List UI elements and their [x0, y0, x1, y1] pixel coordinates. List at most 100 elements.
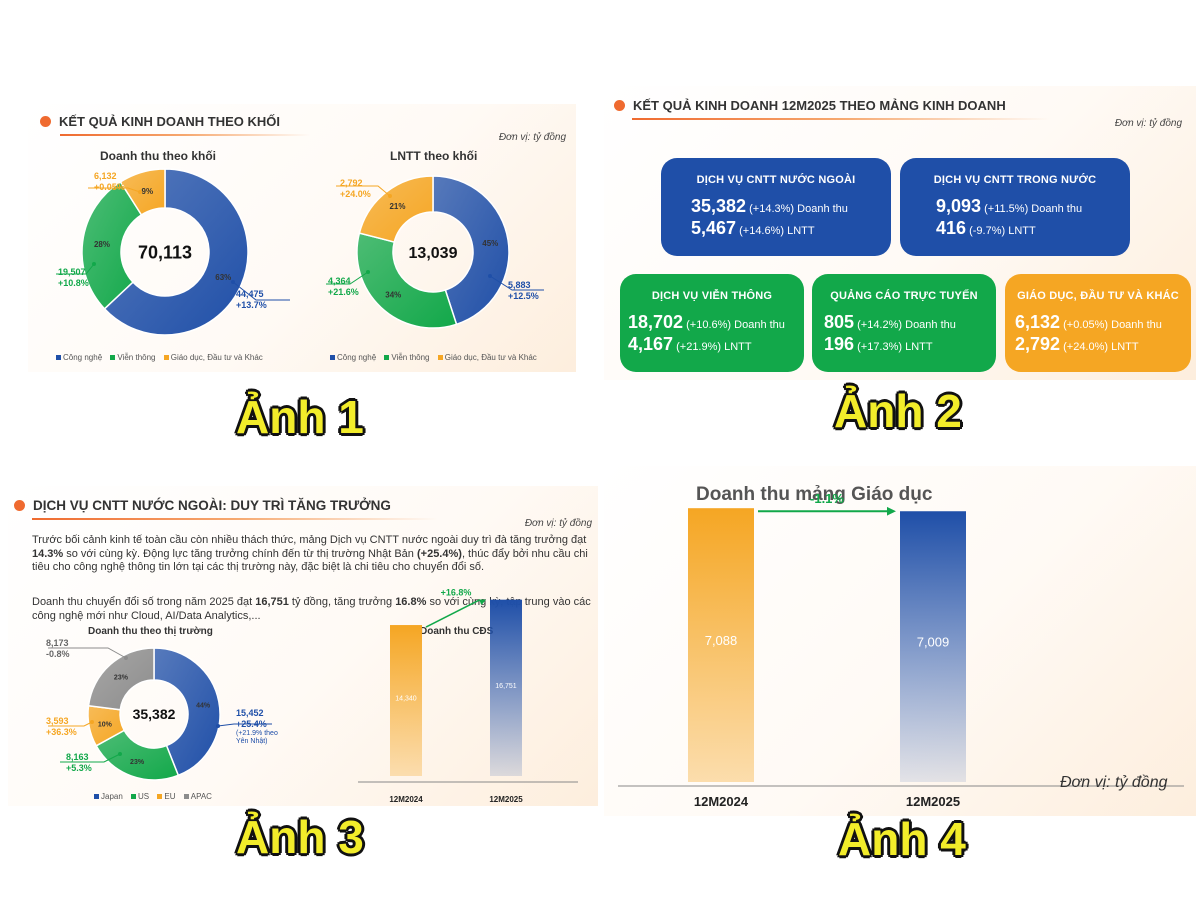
donut1-title: Doanh thu theo khối [100, 149, 216, 163]
slice-label-0: 45% [482, 239, 498, 248]
leader-dot [388, 194, 392, 198]
donut-profit-by-segment: 45% 34% 21% 13,039 [326, 175, 544, 329]
leader-line [88, 187, 141, 193]
slice-label-1: 34% [385, 290, 401, 299]
donut-slice-2 [119, 168, 166, 216]
leader-dot [90, 720, 94, 724]
leader-dot [366, 270, 370, 274]
donut-slice-3 [87, 647, 155, 711]
card-telecom: DỊCH VỤ VIỄN THÔNG 18,702 (+10.6%) Doanh… [620, 274, 804, 372]
donut-slice-2 [358, 175, 434, 243]
panel-education-revenue: Doanh thu mảng Giáo dục 7,088 12M2024 7,00… [604, 466, 1196, 816]
panel2-title: KẾT QUẢ KINH DOANH 12M2025 THEO MẢNG KIN… [614, 98, 1006, 113]
growth-arrow-head [886, 506, 896, 516]
donut-slice-0 [103, 168, 249, 336]
anno-d1-edu: 6,132 +0.05% [94, 171, 125, 192]
slice-label-0: 63% [215, 273, 231, 282]
bar-12M2024 [688, 508, 754, 782]
panel1-unit: Đơn vị: tỷ đồng [498, 132, 566, 143]
bar-chart-digital-transformation-revenue: 14,340 12M2024 16,751 12M2025 +16.8% [358, 588, 578, 804]
slice-label-2: 10% [98, 721, 113, 728]
anno-d3-japan: 15,452 +25.4% (+21.9% theo Yên Nhật) [236, 708, 278, 745]
panel-results-by-business-line: KẾT QUẢ KINH DOANH 12M2025 THEO MẢNG KIN… [604, 86, 1196, 380]
leader-line [60, 753, 121, 763]
caption-image-4: Ảnh 4 [838, 813, 966, 865]
leader-line [217, 723, 272, 727]
leader-line [56, 263, 95, 275]
legend-donut1: Công nghệ Viễn thông Giáo dục, Đầu tư và… [50, 353, 263, 362]
bar-category-label: 12M2025 [906, 794, 960, 809]
panel-overseas-it-growth: DỊCH VỤ CNTT NƯỚC NGOÀI: DUY TRÌ TĂNG TR… [8, 486, 598, 806]
paragraph-overseas-growth: Trước bối cảnh kinh tế toàn cầu còn nhiề… [32, 534, 588, 573]
caption-image-2: Ảnh 2 [834, 385, 962, 437]
anno-d3-eu: 3,593 +36.3% [46, 716, 77, 737]
leader-dot [216, 724, 220, 728]
bar-12M2025 [490, 599, 522, 776]
caption-image-3: Ảnh 3 [236, 811, 364, 863]
card-overseas-it: DỊCH VỤ CNTT NƯỚC NGOÀI 35,382 (+14.3%) … [661, 158, 891, 256]
bar-value-label: 7,088 [705, 633, 738, 648]
card-education-investment: GIÁO DỤC, ĐẦU TƯ VÀ KHÁC 6,132 (+0.05%) … [1005, 274, 1191, 372]
anno-d3-us: 8,163 +5.3% [66, 752, 92, 773]
slice-label-1: 23% [130, 759, 145, 766]
panel3-unit: Đơn vị: tỷ đồng [524, 518, 592, 529]
anno-d1-tech: 44,475 +13.7% [236, 289, 267, 310]
legend-donut2: Công nghệ Viễn thông Giáo dục, Đầu tư và… [324, 353, 537, 362]
bar-12M2025 [900, 511, 966, 782]
slice-label-0: 44% [196, 703, 211, 710]
title-underline [32, 518, 438, 520]
bar-category-label: 12M2024 [389, 795, 423, 804]
leader-line [489, 275, 544, 291]
leader-dot [92, 262, 96, 266]
donut-slice-1 [81, 180, 143, 310]
growth-arrow-head [479, 599, 486, 606]
donut-slice-0 [432, 175, 510, 326]
panel4-title: Doanh thu mảng Giáo dục [696, 484, 933, 505]
card-domestic-it: DỊCH VỤ CNTT TRONG NƯỚC 9,093 (+11.5%) D… [900, 158, 1130, 256]
bar-value-label: 16,751 [495, 683, 517, 690]
bullet-dot-icon [40, 116, 51, 128]
anno-d2-edu: 2,792 +24.0% [340, 178, 371, 199]
panel1-title: KẾT QUẢ KINH DOANH THEO KHỐI [40, 114, 280, 129]
donut2-title: LNTT theo khối [390, 149, 478, 163]
leader-line [48, 647, 127, 659]
slice-label-2: 21% [389, 202, 405, 211]
growth-arrow [425, 599, 481, 628]
leader-line [232, 281, 290, 301]
growth-label: +16.8% [441, 588, 472, 598]
leader-dot [138, 190, 142, 194]
donut3-title: Doanh thu theo thị trường [88, 626, 213, 637]
leader-dot [488, 274, 492, 278]
donut-center-value: 70,113 [138, 242, 192, 262]
donut-center-value: 35,382 [133, 706, 176, 722]
leader-line [336, 185, 391, 197]
panel-business-results-by-segment: KẾT QUẢ KINH DOANH THEO KHỐI Đơn vị: tỷ … [28, 104, 576, 372]
anno-d2-tech: 5,883 +12.5% [508, 280, 539, 301]
donut-revenue-by-market: 44% 23% 10% 23% 35,382 [48, 647, 272, 781]
slice-label-1: 28% [94, 240, 110, 249]
leader-dot [231, 280, 235, 284]
slice-label-3: 23% [114, 674, 129, 681]
anno-d1-telecom: 19,507 +10.8% [58, 267, 89, 288]
donut-center-value: 13,039 [409, 245, 458, 262]
caption-image-1: Ảnh 1 [236, 391, 364, 443]
anno-d2-telecom: 4,364 +21.6% [328, 276, 359, 297]
title-underline [60, 134, 310, 136]
leader-line [48, 721, 93, 727]
title-underline [632, 118, 1050, 120]
panel3-title: DỊCH VỤ CNTT NƯỚC NGOÀI: DUY TRÌ TĂNG TR… [14, 498, 391, 513]
leader-dot [124, 656, 128, 660]
card-online-ads: QUẢNG CÁO TRỰC TUYẾN 805 (+14.2%) Doanh … [812, 274, 996, 372]
donut-slice-1 [356, 232, 458, 329]
bar-chart-education-revenue: 7,088 12M2024 7,009 12M2025 -1.1% [618, 491, 1184, 809]
legend-donut3: Japan US EU APAC [88, 792, 212, 801]
bullet-dot-icon [14, 499, 25, 511]
donut-revenue-by-segment: 63% 28% 9% 70,113 [56, 168, 290, 336]
bar-12M2024 [390, 625, 422, 776]
panel4-unit: Đơn vị: tỷ đồng [1060, 774, 1168, 791]
bar-value-label: 14,340 [395, 696, 417, 703]
growth-label: -1.1% [810, 491, 844, 506]
bullet-dot-icon [614, 100, 625, 112]
panel2-unit: Đơn vị: tỷ đồng [1114, 118, 1182, 129]
anno-d3-apac: 8,173 -0.8% [46, 638, 70, 659]
